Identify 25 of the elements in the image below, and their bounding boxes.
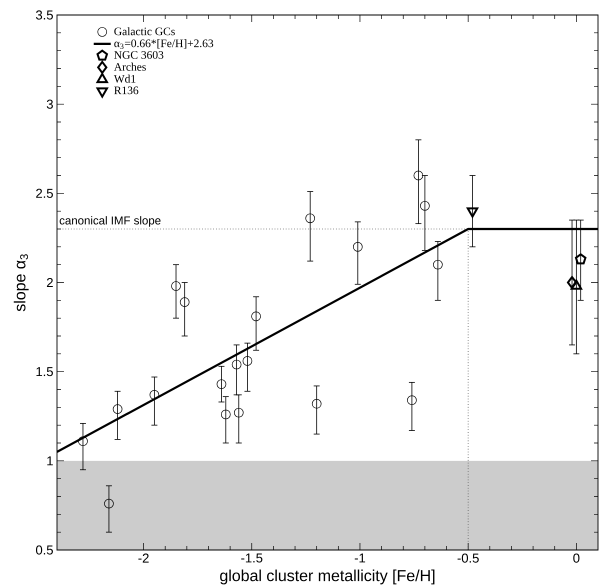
x-tick-label: -2 [138, 554, 149, 563]
point [570, 280, 582, 290]
y-tick-label: 3 [46, 100, 53, 109]
x-tick-label: -1.5 [241, 554, 262, 563]
legend-label: α$_{3}$=0.66*[Fe/H]+2.63 [114, 39, 214, 49]
legend-label: Arches [114, 62, 146, 71]
y-tick-label: 1 [47, 456, 53, 466]
x-tick-label: -1 [354, 554, 366, 562]
point [574, 253, 586, 264]
y-tick-label: 3.5 [36, 10, 53, 20]
point [466, 207, 478, 218]
y-tick-label: 0.5 [36, 545, 53, 555]
point [566, 276, 578, 289]
legend-label: Galactic GCs [114, 27, 175, 36]
legend-label: R136 [114, 86, 138, 94]
x-tick-label: 0 [573, 554, 580, 563]
y-axis-title: slope α$_{3}$ [14, 254, 29, 312]
y-tick-label: 2.5 [36, 188, 53, 198]
ref-line-label: canonical IMF slope [60, 216, 161, 227]
x-tick-label: -0.5 [458, 554, 479, 563]
legend-label: Wd1 [114, 74, 136, 83]
x-axis-title: global cluster metallicity [Fe/H] [220, 570, 434, 584]
legend-label: NGC 3603 [114, 51, 164, 59]
y-tick-label: 2 [46, 278, 53, 288]
y-tick-label: 1.5 [36, 367, 53, 376]
